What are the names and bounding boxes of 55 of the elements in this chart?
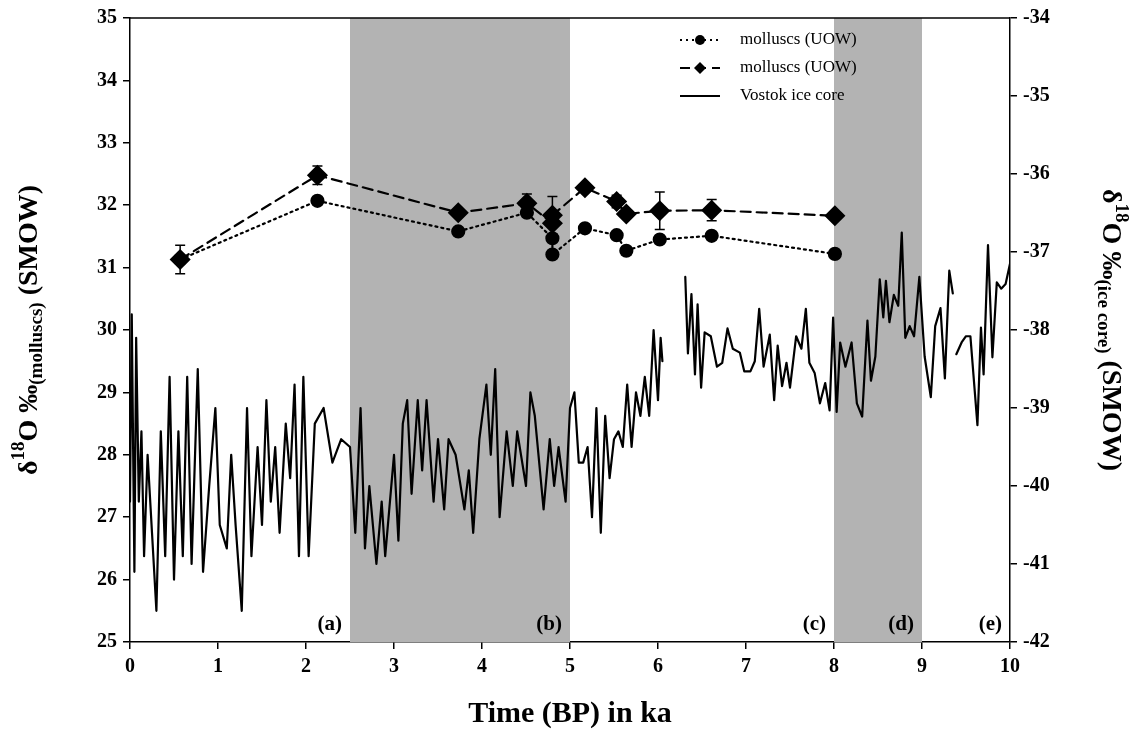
y2-tick-label: -36 <box>1023 161 1050 184</box>
x-tick-label: 6 <box>653 654 663 677</box>
point <box>545 247 560 262</box>
y-tick-label: 35 <box>97 5 117 28</box>
y2-tick-label: -39 <box>1023 395 1050 418</box>
point <box>704 228 719 243</box>
point <box>609 228 624 243</box>
x-axis-title: Time (BP) in ka <box>468 694 672 729</box>
x-tick-label: 9 <box>917 654 927 677</box>
y2-tick-label: -41 <box>1023 551 1050 574</box>
annotation: (d) <box>888 611 914 636</box>
point <box>824 205 845 226</box>
x-tick-label: 0 <box>125 654 135 677</box>
x-tick-label: 3 <box>389 654 399 677</box>
y2-tick-label: -42 <box>1023 629 1050 652</box>
x-tick-label: 2 <box>301 654 311 677</box>
point <box>574 177 596 198</box>
legend-label: Vostok ice core <box>740 85 845 105</box>
annotation: (e) <box>978 611 1002 636</box>
legend-label: molluscs (UOW) <box>740 29 857 49</box>
y-tick-label: 27 <box>97 504 117 527</box>
y2-axis-title: δ18O ‰(ice core) (SMOW) <box>1093 189 1133 471</box>
y2-tick-label: -37 <box>1023 239 1050 262</box>
point <box>451 224 466 239</box>
y2-tick-label: -40 <box>1023 473 1050 496</box>
legend-label: molluscs (UOW) <box>740 57 857 77</box>
x-tick-label: 1 <box>213 654 223 677</box>
y2-tick-label: -35 <box>1023 83 1050 106</box>
y-tick-label: 30 <box>97 317 117 340</box>
x-tick-label: 10 <box>1000 654 1020 677</box>
annotation: (c) <box>802 611 826 636</box>
point <box>616 203 637 225</box>
point <box>619 243 634 258</box>
x-tick-label: 5 <box>565 654 575 677</box>
y-tick-label: 34 <box>97 67 117 90</box>
x-tick-label: 8 <box>829 654 839 677</box>
y-tick-label: 32 <box>97 192 117 215</box>
y-tick-label: 33 <box>97 129 117 152</box>
point <box>577 221 593 236</box>
point <box>652 232 667 247</box>
y2-tick-label: -34 <box>1023 5 1050 28</box>
annotation: (a) <box>317 611 342 636</box>
y-tick-label: 29 <box>97 379 117 402</box>
y-tick-label: 28 <box>97 441 117 464</box>
point <box>310 193 325 208</box>
x-tick-label: 4 <box>477 654 487 677</box>
y-axis-title: δ18O ‰(molluscs) (SMOW) <box>7 184 47 476</box>
point <box>448 202 469 223</box>
y-tick-label: 25 <box>97 629 117 652</box>
point <box>827 246 842 261</box>
y-tick-label: 26 <box>97 566 117 589</box>
annotation: (b) <box>536 611 562 636</box>
y2-tick-label: -38 <box>1023 317 1050 340</box>
x-tick-label: 7 <box>741 654 751 677</box>
y-tick-label: 31 <box>97 254 117 277</box>
